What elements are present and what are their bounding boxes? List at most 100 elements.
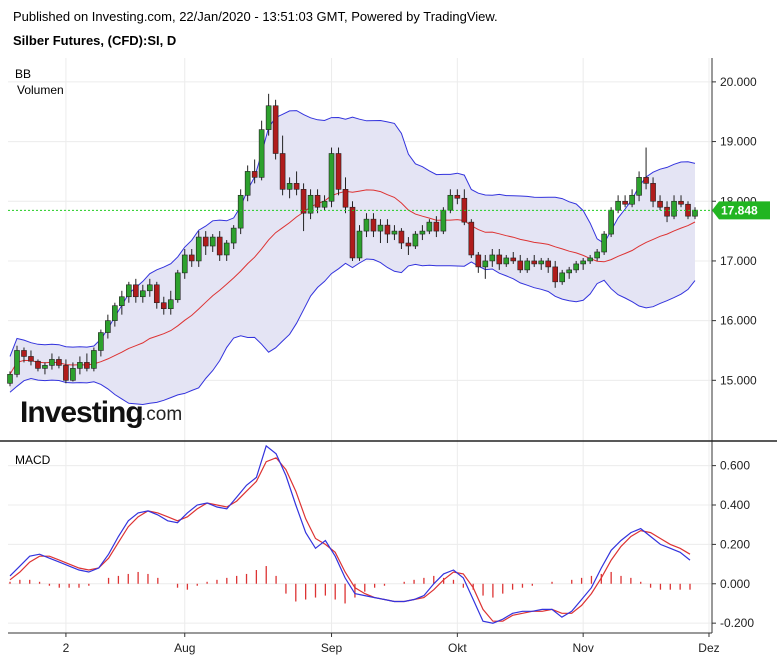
candle [454, 189, 461, 205]
candle-body [188, 254, 195, 262]
candle [70, 362, 76, 382]
candle-body [237, 194, 244, 229]
candle [405, 237, 412, 255]
candle-body [447, 194, 454, 211]
candle-body [265, 105, 272, 130]
candle [468, 219, 475, 258]
candle [14, 345, 20, 378]
candle [181, 249, 188, 279]
logo-brand: Investing [20, 396, 143, 429]
candle-body [272, 105, 279, 154]
candle-body [209, 236, 216, 247]
candle-body [14, 350, 20, 375]
candle [517, 254, 524, 273]
candle-body [433, 221, 440, 232]
candle-body [112, 305, 118, 321]
candle-body [42, 365, 48, 369]
candle-body [545, 260, 552, 268]
candle [223, 240, 230, 261]
candle [230, 225, 237, 249]
candle [503, 254, 510, 267]
candle-body [692, 209, 698, 217]
time-tick-label: Nov [572, 641, 593, 655]
candle-body [153, 284, 160, 304]
candle [377, 219, 384, 244]
candle-body [328, 153, 335, 202]
candle [63, 359, 69, 384]
candle-body [412, 233, 419, 247]
candle [105, 314, 111, 339]
candle [447, 189, 454, 214]
candle-body [496, 254, 503, 265]
candle [433, 216, 440, 238]
candle-body [35, 360, 41, 369]
price-tick-label: 16.000 [720, 314, 757, 328]
investing-logo: Investing .com [20, 396, 182, 429]
candle-body [363, 218, 370, 232]
candle-body [489, 254, 496, 262]
logo-suffix: .com [141, 404, 182, 425]
candle-body [384, 224, 391, 235]
candle [272, 99, 279, 160]
candle [615, 195, 621, 214]
macd-tick-label: -0.200 [720, 616, 754, 630]
candle [265, 93, 272, 136]
candle-body [426, 221, 433, 232]
candle [293, 171, 300, 196]
candle [251, 159, 258, 184]
candle-body [391, 230, 398, 235]
candlestick-series [7, 93, 698, 387]
candle-body [21, 350, 27, 357]
candle-body [475, 254, 482, 268]
candle-body [419, 230, 426, 235]
candle-body [482, 260, 489, 268]
candle-body [105, 320, 111, 333]
candle [524, 257, 531, 273]
candle [195, 231, 202, 267]
bollinger-lower-line [9, 258, 696, 406]
candle-body [538, 260, 545, 265]
candle [258, 120, 265, 181]
macd-tick-label: 0.600 [720, 459, 750, 473]
candle-body [650, 183, 656, 202]
candle-body [349, 206, 356, 259]
candle [419, 225, 426, 241]
candle-body [140, 290, 146, 298]
candle [140, 284, 146, 303]
macd-signal-line [9, 457, 691, 622]
candle-body [286, 183, 293, 190]
candle [321, 195, 328, 211]
candle [188, 249, 195, 267]
candle [426, 219, 433, 235]
candle [664, 201, 670, 223]
macd-line [9, 444, 691, 624]
candle-body [552, 266, 559, 283]
candle-body [307, 194, 314, 214]
candle [671, 195, 677, 220]
candle [538, 257, 545, 270]
candle-body [63, 365, 69, 381]
candle [133, 278, 139, 303]
candle [49, 353, 55, 370]
candle [370, 213, 377, 238]
candle-body [195, 236, 202, 262]
candle-body [160, 302, 167, 309]
candle-body [594, 251, 600, 259]
macd-tick-label: 0.200 [720, 537, 750, 551]
candle-body [230, 227, 237, 244]
candle-body [49, 359, 55, 366]
candle [650, 177, 656, 208]
candle [279, 135, 286, 196]
candle [384, 219, 391, 244]
candle [678, 195, 684, 208]
candle [356, 225, 363, 261]
candle-body [636, 177, 642, 196]
candle-body [580, 260, 586, 265]
candle [77, 356, 83, 375]
candle [559, 269, 565, 285]
candle [237, 189, 244, 235]
candle-body [510, 257, 517, 262]
candle-body [293, 183, 300, 190]
candle [692, 207, 698, 220]
